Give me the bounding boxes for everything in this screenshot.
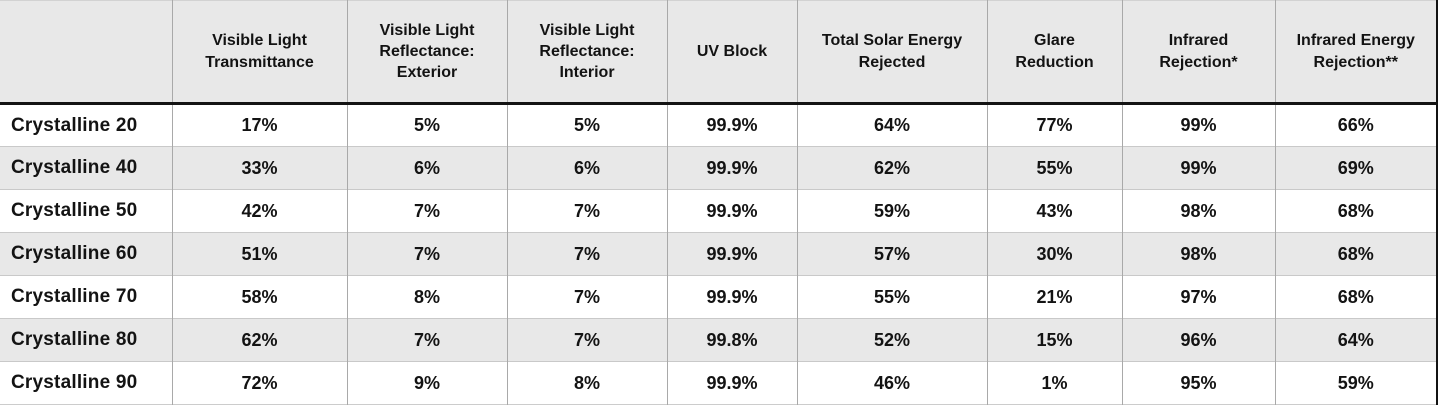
cell-ir-energy-rejection: 64% (1275, 318, 1438, 362)
cell-tser: 62% (797, 146, 988, 190)
cell-vlt: 51% (172, 232, 348, 276)
cell-uv-block: 99.9% (667, 275, 798, 319)
cell-ir-energy-rejection: 68% (1275, 232, 1438, 276)
table-row-crystalline-40: Crystalline 40 33% 6% 6% 99.9% 62% 55% 9… (0, 146, 1438, 190)
cell-vlr-exterior: 7% (347, 189, 508, 233)
cell-glare-reduction: 43% (987, 189, 1123, 233)
cell-ir-rejection: 98% (1122, 232, 1276, 276)
cell-vlr-interior: 5% (507, 103, 668, 147)
cell-glare-reduction: 21% (987, 275, 1123, 319)
cell-vlr-exterior: 8% (347, 275, 508, 319)
cell-vlr-exterior: 6% (347, 146, 508, 190)
table-row-crystalline-20: Crystalline 20 17% 5% 5% 99.9% 64% 77% 9… (0, 103, 1438, 147)
header-row: Visible Light Transmittance Visible Ligh… (0, 0, 1438, 105)
cell-vlr-interior: 6% (507, 146, 668, 190)
column-header-visible-light-transmittance: Visible Light Transmittance (172, 0, 348, 105)
cell-tser: 57% (797, 232, 988, 276)
column-header-uv-block: UV Block (667, 0, 798, 105)
cell-vlr-exterior: 7% (347, 318, 508, 362)
column-header-total-solar-energy-rejected: Total Solar Energy Rejected (797, 0, 988, 105)
cell-glare-reduction: 15% (987, 318, 1123, 362)
row-label: Crystalline 40 (0, 146, 173, 190)
cell-vlr-interior: 8% (507, 361, 668, 405)
cell-vlr-interior: 7% (507, 275, 668, 319)
corner-header-cell (0, 0, 173, 105)
cell-uv-block: 99.9% (667, 146, 798, 190)
cell-ir-rejection: 95% (1122, 361, 1276, 405)
cell-uv-block: 99.9% (667, 189, 798, 233)
column-header-glare-reduction: Glare Reduction (987, 0, 1123, 105)
cell-tser: 46% (797, 361, 988, 405)
cell-vlr-exterior: 9% (347, 361, 508, 405)
cell-ir-energy-rejection: 69% (1275, 146, 1438, 190)
row-label: Crystalline 50 (0, 189, 173, 233)
cell-tser: 55% (797, 275, 988, 319)
cell-ir-energy-rejection: 59% (1275, 361, 1438, 405)
cell-vlr-exterior: 7% (347, 232, 508, 276)
column-header-infrared-rejection: Infrared Rejection* (1122, 0, 1276, 105)
table-row-crystalline-80: Crystalline 80 62% 7% 7% 99.8% 52% 15% 9… (0, 318, 1438, 362)
cell-glare-reduction: 30% (987, 232, 1123, 276)
cell-vlr-interior: 7% (507, 189, 668, 233)
cell-vlr-interior: 7% (507, 318, 668, 362)
cell-tser: 59% (797, 189, 988, 233)
cell-vlt: 42% (172, 189, 348, 233)
cell-ir-energy-rejection: 68% (1275, 275, 1438, 319)
column-header-infrared-energy-rejection: Infrared Energy Rejection** (1275, 0, 1438, 105)
table-row-crystalline-70: Crystalline 70 58% 8% 7% 99.9% 55% 21% 9… (0, 275, 1438, 319)
cell-ir-rejection: 99% (1122, 103, 1276, 147)
row-label: Crystalline 60 (0, 232, 173, 276)
row-label: Crystalline 80 (0, 318, 173, 362)
column-header-visible-light-reflectance-interior: Visible Light Reflectance: Interior (507, 0, 668, 105)
table-row-crystalline-90: Crystalline 90 72% 9% 8% 99.9% 46% 1% 95… (0, 361, 1438, 405)
cell-ir-rejection: 96% (1122, 318, 1276, 362)
row-label: Crystalline 90 (0, 361, 173, 405)
cell-tser: 64% (797, 103, 988, 147)
cell-uv-block: 99.9% (667, 103, 798, 147)
row-label: Crystalline 70 (0, 275, 173, 319)
row-label: Crystalline 20 (0, 103, 173, 147)
cell-vlt: 17% (172, 103, 348, 147)
cell-vlt: 72% (172, 361, 348, 405)
cell-vlt: 33% (172, 146, 348, 190)
cell-vlt: 62% (172, 318, 348, 362)
table-row-crystalline-50: Crystalline 50 42% 7% 7% 99.9% 59% 43% 9… (0, 189, 1438, 233)
cell-glare-reduction: 1% (987, 361, 1123, 405)
cell-ir-rejection: 99% (1122, 146, 1276, 190)
cell-ir-energy-rejection: 66% (1275, 103, 1438, 147)
cell-vlt: 58% (172, 275, 348, 319)
column-header-visible-light-reflectance-exterior: Visible Light Reflectance: Exterior (347, 0, 508, 105)
cell-glare-reduction: 77% (987, 103, 1123, 147)
table-row-crystalline-60: Crystalline 60 51% 7% 7% 99.9% 57% 30% 9… (0, 232, 1438, 276)
cell-uv-block: 99.9% (667, 232, 798, 276)
cell-vlr-interior: 7% (507, 232, 668, 276)
cell-ir-energy-rejection: 68% (1275, 189, 1438, 233)
cell-uv-block: 99.9% (667, 361, 798, 405)
cell-glare-reduction: 55% (987, 146, 1123, 190)
cell-tser: 52% (797, 318, 988, 362)
cell-ir-rejection: 97% (1122, 275, 1276, 319)
cell-ir-rejection: 98% (1122, 189, 1276, 233)
cell-vlr-exterior: 5% (347, 103, 508, 147)
cell-uv-block: 99.8% (667, 318, 798, 362)
